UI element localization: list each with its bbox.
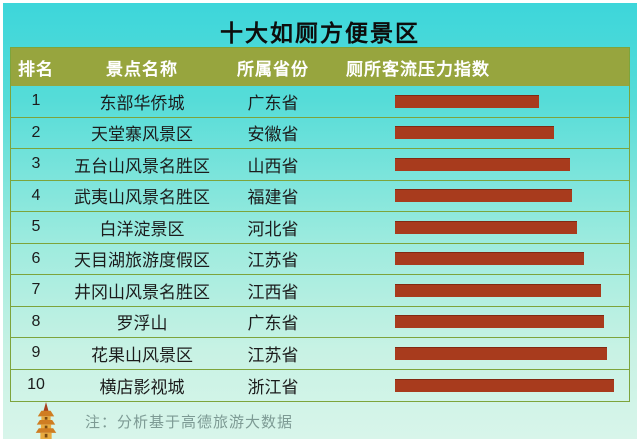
bar-track [395, 275, 625, 306]
pressure-bar [395, 220, 577, 234]
pressure-bar [395, 315, 605, 329]
table-row: 8 罗浮山 广东省 [11, 307, 629, 338]
pressure-bar [395, 252, 585, 266]
bar-track [395, 181, 625, 212]
rank-cell: 8 [31, 312, 41, 330]
bar-track [395, 244, 625, 275]
rank-cell: 10 [27, 376, 45, 394]
rank-cell: 5 [31, 218, 41, 236]
pressure-bar [395, 346, 608, 360]
pressure-bar [395, 94, 539, 108]
table-row: 2 天堂寨风景区 安徽省 [11, 118, 629, 149]
pressure-bar [395, 126, 554, 140]
page-title: 十大如厕方便景区 [220, 20, 420, 46]
table-row: 1 东部华侨城 广东省 [11, 86, 629, 118]
data-source-note: 注：分析基于高德旅游大数据 [85, 414, 294, 431]
pressure-bar [395, 189, 573, 203]
pressure-bar [395, 157, 571, 171]
header-cell-pressure-index: 厕所客流压力指数 [346, 59, 490, 79]
table-row: 4 武夷山风景名胜区 福建省 [11, 181, 629, 212]
table-row: 3 五台山风景名胜区 山西省 [11, 149, 629, 181]
table-row: 7 井冈山风景名胜区 江西省 [11, 275, 629, 307]
name-cell: 横店影视城 [99, 377, 185, 397]
table-row: 9 花果山风景区 江苏省 [11, 338, 629, 370]
rank-cell: 4 [31, 186, 41, 204]
bar-track [395, 370, 625, 402]
header-cell-name: 景点名称 [106, 59, 178, 79]
province-cell: 河北省 [247, 219, 299, 239]
bar-track [395, 149, 625, 180]
header-cell-rank: 排名 [18, 59, 54, 79]
table-row: 10 横店影视城 浙江省 [11, 370, 629, 402]
bar-track [395, 307, 625, 338]
province-cell: 广东省 [247, 93, 299, 113]
pressure-bar [395, 283, 602, 297]
pagoda-icon [35, 402, 57, 439]
rank-cell: 7 [31, 281, 41, 299]
province-cell: 广东省 [247, 314, 299, 334]
rank-cell: 1 [31, 92, 41, 110]
ranking-table: 排名 景点名称 所属省份 厕所客流压力指数 1 东部华侨城 广东省 2 天堂寨风… [10, 47, 630, 402]
bar-track [395, 212, 625, 243]
province-cell: 江苏省 [247, 345, 299, 365]
name-cell: 武夷山风景名胜区 [74, 188, 210, 208]
table-row: 6 天目湖旅游度假区 江苏省 [11, 244, 629, 275]
rank-cell: 3 [31, 155, 41, 173]
table-row: 5 白洋淀景区 河北省 [11, 212, 629, 244]
name-cell: 白洋淀景区 [99, 219, 185, 239]
province-cell: 福建省 [247, 188, 299, 208]
rank-cell: 2 [31, 123, 41, 141]
bar-track [395, 118, 625, 149]
rank-cell: 6 [31, 249, 41, 267]
province-cell: 江苏省 [247, 251, 299, 271]
name-cell: 天堂寨风景区 [91, 125, 193, 145]
table-header-row: 排名 景点名称 所属省份 厕所客流压力指数 [11, 48, 629, 86]
province-cell: 山西省 [247, 156, 299, 176]
name-cell: 罗浮山 [116, 314, 168, 334]
pressure-bar [395, 378, 614, 392]
header-cell-province: 所属省份 [237, 59, 309, 79]
footer: 注：分析基于高德旅游大数据 [3, 401, 637, 439]
province-cell: 安徽省 [247, 125, 299, 145]
rank-cell: 9 [31, 344, 41, 362]
name-cell: 井冈山风景名胜区 [74, 282, 210, 302]
bar-track [395, 338, 625, 369]
bar-track [395, 86, 625, 117]
province-cell: 江西省 [247, 282, 299, 302]
page-background: 十大如厕方便景区 排名 景点名称 所属省份 厕所客流压力指数 1 东部华侨城 广… [3, 3, 637, 439]
province-cell: 浙江省 [247, 377, 299, 397]
name-cell: 花果山风景区 [91, 345, 193, 365]
name-cell: 五台山风景名胜区 [74, 156, 210, 176]
name-cell: 东部华侨城 [99, 93, 185, 113]
name-cell: 天目湖旅游度假区 [74, 251, 210, 271]
